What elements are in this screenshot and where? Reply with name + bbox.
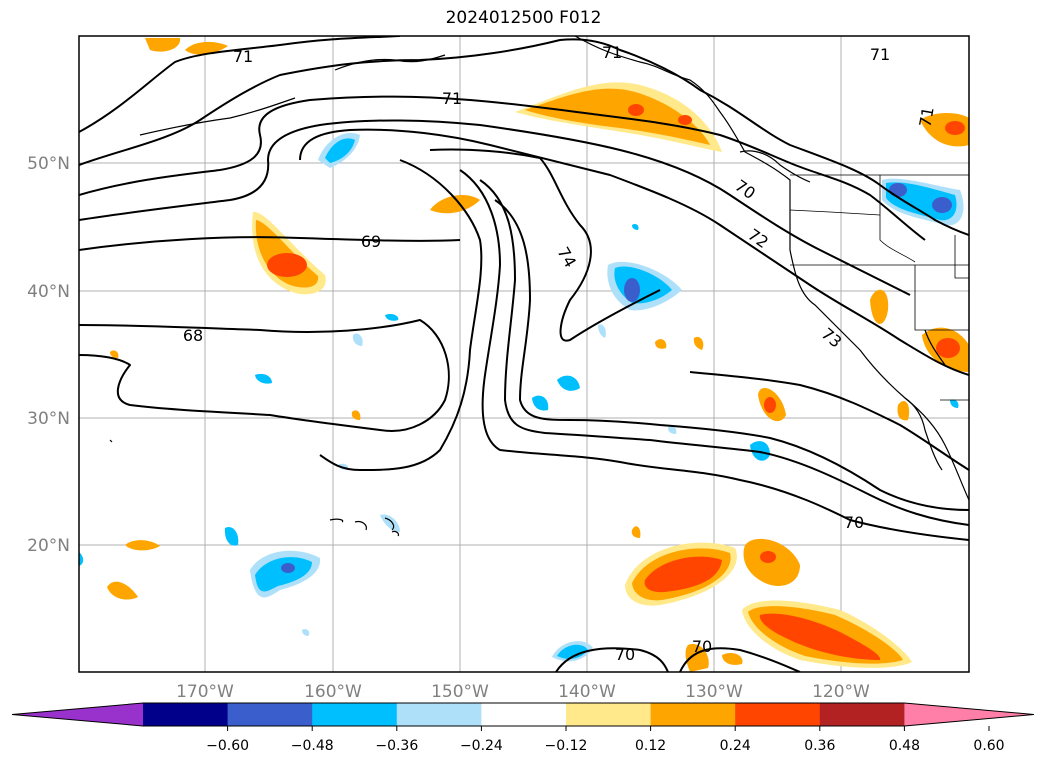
map-field	[79, 36, 969, 672]
colorbar-tick-label: −0.36	[375, 738, 418, 754]
contour-label: 70	[692, 637, 712, 656]
lon-label: 120°W	[812, 682, 870, 702]
colorbar-tick-label: 0.24	[720, 738, 751, 754]
lon-label: 150°W	[431, 682, 489, 702]
contour-label: 71	[233, 47, 253, 66]
longitude-labels: 170°W 160°W 150°W 140°W 130°W 120°W	[176, 682, 870, 702]
map-frame	[78, 35, 970, 673]
lat-label: 20°N	[27, 536, 70, 556]
colorbar-segment	[396, 703, 482, 726]
colorbar-segment	[143, 703, 229, 726]
colorbar-tick-label: −0.60	[206, 738, 249, 754]
colorbar-outline	[11, 702, 1035, 727]
contour-label: 72	[744, 225, 772, 252]
colorbar-tick-label: −0.48	[291, 738, 334, 754]
colorbar	[11, 702, 1035, 727]
colorbar-segment	[227, 703, 313, 726]
contour-label: 71	[870, 45, 890, 64]
gridlines	[79, 36, 969, 672]
contour-label: 71	[442, 89, 462, 108]
latitude-labels: 50°N 40°N 30°N 20°N	[27, 154, 70, 556]
colorbar-segment	[650, 703, 736, 726]
colorbar-segment	[566, 703, 652, 726]
negative-anomaly-patches	[79, 132, 964, 662]
colorbar-tick-label: −0.12	[545, 738, 588, 754]
state-borders	[789, 174, 969, 401]
contour-label: 68	[183, 326, 203, 345]
colorbar-tick-label: 0.48	[889, 738, 920, 754]
contour-label: 69	[361, 232, 381, 251]
contour-label: 71	[602, 43, 622, 62]
colorbar-extend-max	[904, 703, 1034, 726]
colorbar-tick-label: 0.12	[635, 738, 666, 754]
colorbar-tick-label: −0.24	[460, 738, 503, 754]
colorbar-ticks: −0.60 −0.48 −0.36 −0.24 −0.12 0.12 0.24 0.36 0.4…	[206, 726, 1005, 754]
lon-label: 130°W	[685, 682, 743, 702]
lon-label: 140°W	[558, 682, 616, 702]
lon-label: 160°W	[304, 682, 362, 702]
colorbar-tick-label: 0.36	[804, 738, 835, 754]
colorbar-segment	[312, 703, 398, 726]
lon-label: 170°W	[176, 682, 234, 702]
contour-label: 74	[553, 244, 580, 271]
contour-label: 71	[915, 105, 937, 128]
contour-label: 70	[615, 645, 635, 664]
colorbar-segment	[819, 703, 905, 726]
contour-labels: 71 71 71 71 71 70 72 74 69 68 73 70 70 7…	[183, 43, 938, 664]
map-title: 2024012500 F012	[445, 8, 602, 28]
lat-label: 50°N	[27, 154, 70, 174]
colorbar-segment	[481, 703, 567, 726]
lat-label: 30°N	[27, 409, 70, 429]
lat-label: 40°N	[27, 282, 70, 302]
contour-lines	[79, 36, 969, 672]
colorbar-segment	[735, 703, 821, 726]
colorbar-tick-label: 0.60	[973, 738, 1004, 754]
contour-label: 70	[844, 513, 864, 532]
colorbar-extend-min	[12, 703, 143, 726]
positive-anomaly-patches	[107, 38, 969, 672]
